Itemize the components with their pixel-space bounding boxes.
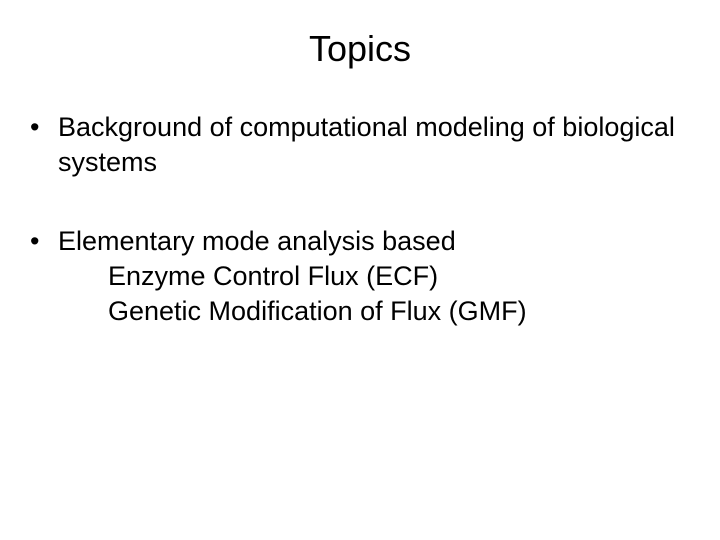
bullet-text: Elementary mode analysis based: [58, 224, 680, 259]
bullet-text: Background of computational modeling of …: [58, 110, 680, 180]
sub-bullet-text: Enzyme Control Flux (ECF): [58, 259, 680, 294]
slide-title: Topics: [0, 0, 720, 110]
sub-bullet-text: Genetic Modification of Flux (GMF): [58, 294, 680, 329]
bullet-item: Background of computational modeling of …: [30, 110, 680, 180]
bullet-item: Elementary mode analysis based Enzyme Co…: [30, 224, 680, 329]
bullet-list: Background of computational modeling of …: [0, 110, 720, 329]
